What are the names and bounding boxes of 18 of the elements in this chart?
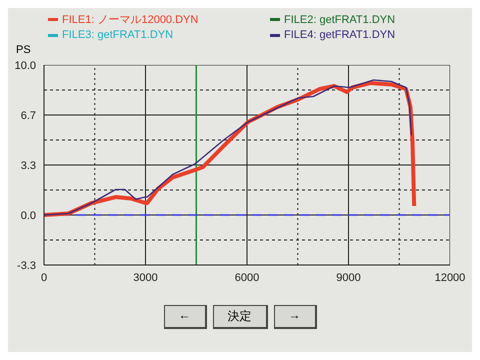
x-tick-label: 6000 xyxy=(234,272,260,284)
y-tick-label: 6.7 xyxy=(20,110,36,122)
x-tick-label: 0 xyxy=(40,272,48,284)
button: ← xyxy=(164,305,206,329)
x-tick-label: 12000 xyxy=(434,272,466,284)
button: 決定 xyxy=(212,305,268,329)
y-tick-label: 10.0 xyxy=(14,60,36,72)
button: → xyxy=(274,305,316,329)
x-tick-label: 3000 xyxy=(133,272,158,284)
legend-label: FILE4: getFRAT1.DYN xyxy=(284,29,396,41)
legend-label: FILE3: getFRAT1.DYN xyxy=(62,29,174,41)
legend-label: FILE2: getFRAT1.DYN xyxy=(284,14,396,26)
y-axis-title: PS xyxy=(16,44,31,56)
legend-label: FILE1: ノーマル12000.DYN xyxy=(62,13,198,27)
x-tick-label: 9000 xyxy=(336,272,361,284)
y-tick-label: 0.0 xyxy=(20,210,36,222)
y-tick-label: 3.3 xyxy=(20,160,36,172)
y-tick-label: -3.3 xyxy=(17,260,36,272)
